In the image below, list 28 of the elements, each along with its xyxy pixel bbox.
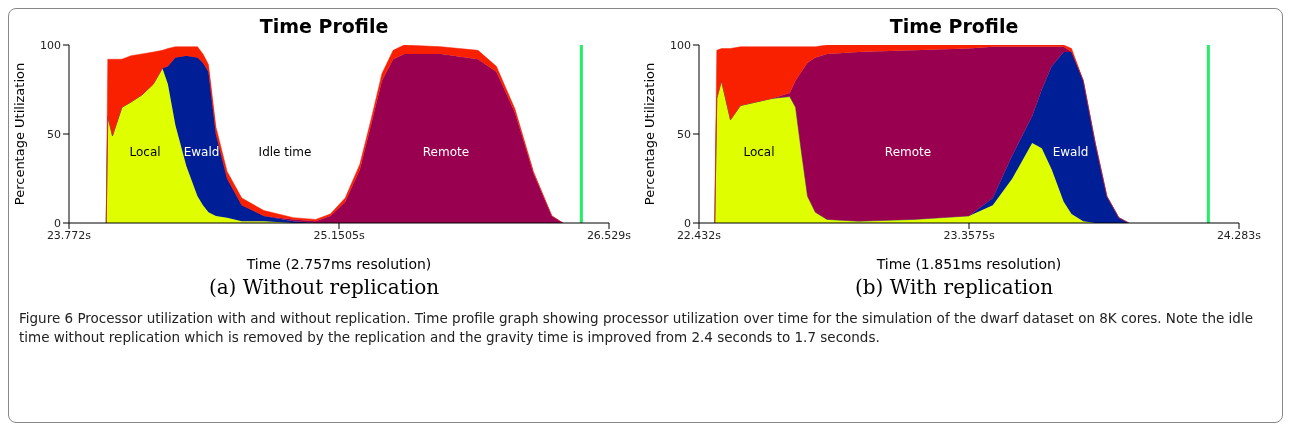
x-tick-label: 25.1505s — [313, 228, 365, 242]
x-axis-title: Time (1.851ms resolution) — [875, 256, 1062, 272]
series-label: Remote — [422, 145, 470, 160]
annotation: Idle time — [258, 145, 312, 160]
y-axis-title: Percentage Utilization — [641, 62, 657, 206]
x-axis-title: Time (2.757ms resolution) — [245, 256, 432, 272]
x-tick-label: 24.283s — [1216, 228, 1262, 242]
y-axis-title: Percentage Utilization — [11, 62, 27, 206]
series-label: Ewald — [183, 145, 220, 160]
series-label: Ewald — [1052, 145, 1089, 160]
series-label: Local — [743, 145, 775, 160]
chart-title: Time Profile — [889, 15, 1019, 37]
text: (a) Without replication — [207, 275, 441, 299]
caption: Figure 6 Processor utilization with and without replication. Time profile graph showing processor utilization over time for the simulation of the dwarf dataset on 8K cores. Note the idle time without replication which is removed by the replication and the gravity time is improved from 2.4 seconds to 1.7 seconds. — [18, 309, 1254, 347]
x-tick-label: 23.772s — [46, 228, 92, 242]
text: (b) With replication — [853, 275, 1055, 299]
y-tick-label: 0 — [684, 216, 691, 230]
chart-title: Time Profile — [259, 15, 389, 37]
y-tick-label: 100 — [670, 38, 691, 52]
y-tick-label: 50 — [677, 127, 691, 141]
x-tick-label: 26.529s — [586, 228, 632, 242]
series-label: Local — [129, 145, 161, 160]
x-tick-label: 23.3575s — [943, 228, 995, 242]
series-label: Remote — [884, 145, 932, 160]
x-tick-label: 22.432s — [676, 228, 722, 242]
y-tick-label: 0 — [54, 216, 61, 230]
y-tick-label: 50 — [47, 127, 61, 141]
y-tick-label: 100 — [40, 38, 61, 52]
